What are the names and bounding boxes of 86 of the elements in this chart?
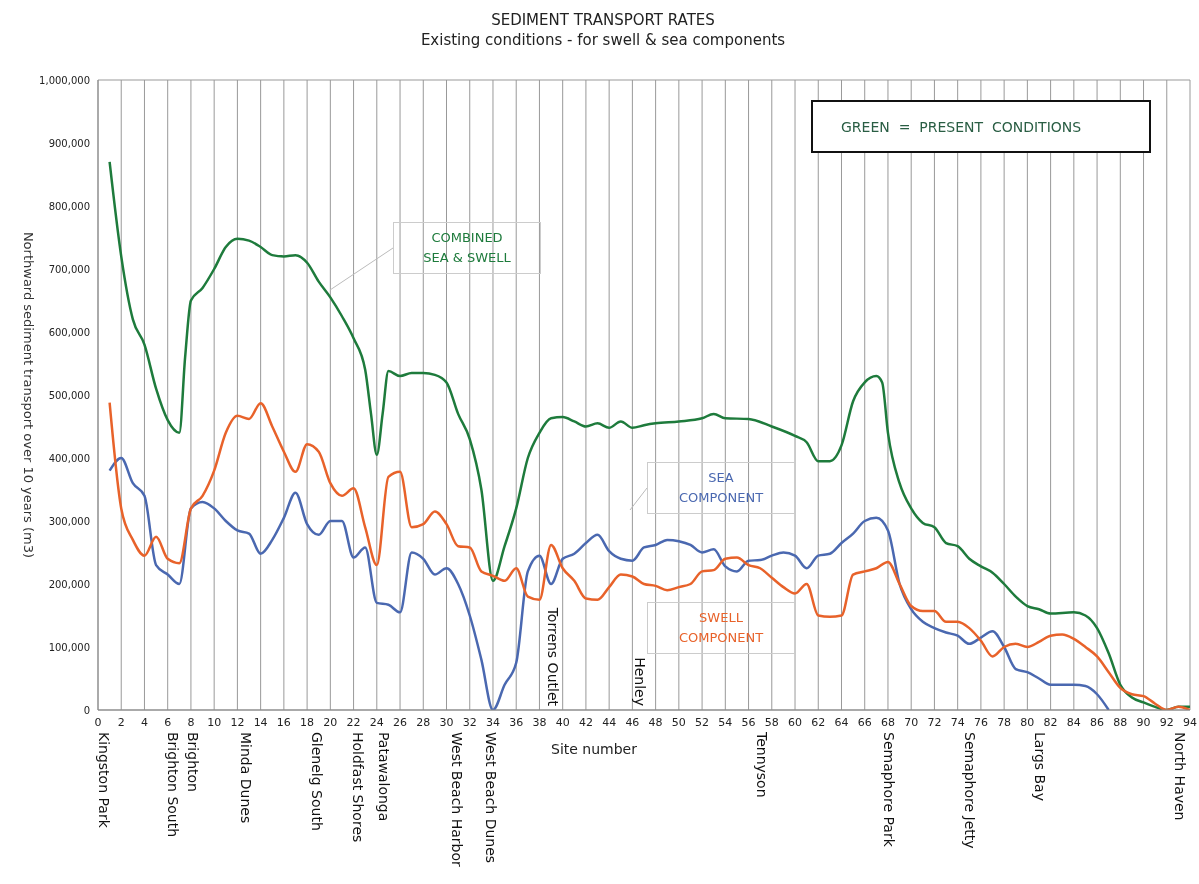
x-tick-label: 16 — [276, 715, 291, 729]
x-tick-label: 36 — [509, 715, 524, 729]
x-tick-label: 44 — [602, 715, 617, 729]
x-tick-label: 14 — [253, 715, 268, 729]
line-series — [108, 401, 1190, 710]
y-tick-label: 200,000 — [48, 578, 90, 590]
text: Semaphore Park — [881, 732, 897, 848]
x-tick-label: 52 — [695, 715, 710, 729]
x-tick-label: 74 — [950, 715, 965, 729]
callout-box: COMBINED SEA & SWELL — [393, 222, 541, 274]
x-tick-label: 70 — [904, 715, 919, 729]
text: Kingston Park — [96, 732, 112, 829]
annotation: Torrens Outlet — [545, 606, 561, 707]
callout-box: SWELL COMPONENT — [647, 602, 795, 654]
text: Holdfast Shores — [350, 732, 366, 843]
x-tick-label: 60 — [788, 715, 803, 729]
x-tick-label: 58 — [764, 715, 779, 729]
text: West Beach Dunes — [483, 732, 499, 864]
text: Brighton — [185, 732, 201, 792]
x-tick-label: 20 — [323, 715, 338, 729]
y-tick-label: 100,000 — [48, 641, 90, 653]
y-tick-label: 700,000 — [48, 263, 90, 275]
x-tick-label: 30 — [439, 715, 454, 729]
x-tick-label: 80 — [1020, 715, 1035, 729]
x-tick-label: 22 — [346, 715, 361, 729]
x-tick-label: 54 — [718, 715, 733, 729]
y-tick-label: 300,000 — [48, 515, 90, 527]
x-tick-label: 66 — [857, 715, 872, 729]
chart-title: SEDIMENT TRANSPORT RATES — [490, 10, 716, 30]
x-tick-label: 0 — [94, 715, 102, 729]
x-tick-label: 18 — [300, 715, 315, 729]
x-tick-label: 38 — [532, 715, 547, 729]
x-tick-label: 32 — [462, 715, 477, 729]
x-tick-label: 78 — [997, 715, 1012, 729]
chart-subtitle: Existing conditions - for swell & sea components — [419, 30, 787, 50]
text: Glenelg South — [309, 732, 325, 831]
x-tick-label: 26 — [393, 715, 408, 729]
line-series — [108, 456, 1110, 710]
y-tick-label: 800,000 — [48, 200, 90, 212]
annotation: Henley — [632, 657, 648, 706]
x-tick-label: 88 — [1113, 715, 1128, 729]
text: Minda Dunes — [238, 732, 254, 824]
line-series — [108, 160, 1190, 710]
x-tick-label: 84 — [1066, 715, 1081, 729]
x-tick-label: 46 — [625, 715, 640, 729]
note-box: GREEN = PRESENT CONDITIONS — [811, 100, 1151, 153]
text: Patawalonga — [376, 732, 392, 822]
x-tick-label: 94 — [1183, 715, 1197, 729]
x-tick-label: 42 — [578, 715, 593, 729]
x-tick-label: 72 — [927, 715, 942, 729]
text: North Haven — [1172, 732, 1188, 821]
text: Brighton South — [165, 732, 181, 838]
text: Largs Bay — [1032, 732, 1048, 801]
x-tick-label: 50 — [671, 715, 686, 729]
x-tick-label: 76 — [973, 715, 988, 729]
x-tick-label: 92 — [1159, 715, 1174, 729]
x-tick-label: 48 — [648, 715, 663, 729]
y-tick-label: 900,000 — [48, 137, 90, 149]
x-tick-label: 28 — [416, 715, 431, 729]
x-tick-label: 68 — [880, 715, 895, 729]
y-axis-title: Northward sediment transport over 10 years (m3) — [21, 231, 36, 559]
x-tick-label: 62 — [811, 715, 826, 729]
x-axis-title: Site number — [551, 741, 638, 757]
x-tick-label: 12 — [230, 715, 245, 729]
y-tick-label: 1,000,000 — [39, 74, 90, 86]
x-tick-label: 90 — [1136, 715, 1151, 729]
text: Semaphore Jetty — [962, 732, 978, 849]
x-tick-label: 10 — [207, 715, 222, 729]
callout-box: SEA COMPONENT — [647, 462, 795, 514]
y-tick-label: 500,000 — [48, 389, 90, 401]
x-tick-label: 86 — [1090, 715, 1105, 729]
text: Tennyson — [754, 731, 770, 798]
x-tick-label: 2 — [117, 715, 125, 729]
x-tick-label: 24 — [369, 715, 384, 729]
y-tick-label: 0 — [83, 704, 90, 716]
x-tick-label: 8 — [187, 715, 195, 729]
x-tick-label: 6 — [164, 715, 172, 729]
x-tick-label: 56 — [741, 715, 756, 729]
x-tick-label: 40 — [555, 715, 570, 729]
y-tick-label: 600,000 — [48, 326, 90, 338]
x-tick-label: 82 — [1043, 715, 1058, 729]
x-tick-label: 34 — [485, 715, 500, 729]
x-tick-label: 64 — [834, 715, 849, 729]
y-tick-label: 400,000 — [48, 452, 90, 464]
x-tick-label: 4 — [140, 715, 148, 729]
text: West Beach Harbor — [449, 732, 465, 867]
